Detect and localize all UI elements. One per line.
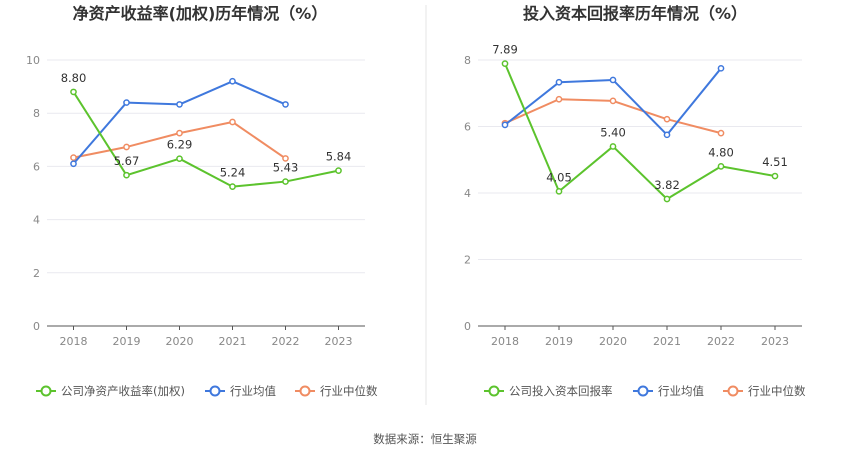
legend-item-industry-avg: 行业均值 [205, 384, 276, 398]
y-tick-label: 2 [464, 254, 471, 267]
legend-swatch-marker [40, 385, 52, 397]
data-point-industry-avg [229, 77, 236, 85]
data-point-industry-median [229, 118, 236, 126]
legend-item-industry-avg: 行业均值 [633, 384, 704, 398]
data-point-company [335, 167, 342, 175]
data-point-company [229, 183, 236, 190]
data-point-industry-median [176, 129, 183, 137]
data-point-industry-avg [555, 78, 563, 86]
x-tick-label: 2018 [491, 335, 519, 348]
data-point-industry-avg [717, 64, 725, 72]
x-tick-label: 2019 [113, 335, 141, 348]
legend-label: 行业中位数 [748, 384, 806, 398]
data-label: 3.82 [654, 178, 680, 192]
data-point-industry-median [663, 115, 671, 123]
data-point-industry-avg [501, 121, 509, 129]
chart-title: 净资产收益率(加权)历年情况（%） [73, 4, 328, 23]
x-tick-label: 2021 [219, 335, 247, 348]
series-line-company [504, 63, 776, 200]
data-point-industry-median [70, 154, 77, 161]
legend-item-company: 公司净资产收益率(加权) [36, 384, 185, 398]
legend-swatch-marker [727, 385, 739, 397]
legend-swatch-marker [299, 385, 311, 397]
data-label: 5.43 [273, 161, 299, 175]
data-point-industry-avg [609, 76, 617, 84]
legend-item-industry-median: 行业中位数 [295, 384, 378, 398]
x-tick-label: 2020 [166, 335, 194, 348]
data-point-industry-avg [70, 160, 77, 168]
data-point-company [663, 195, 671, 203]
data-point-industry-median [555, 95, 563, 103]
data-point-industry-median [123, 143, 130, 151]
y-tick-label: 6 [33, 160, 40, 173]
legend-swatch-marker [209, 385, 221, 397]
x-tick-label: 2022 [272, 335, 300, 348]
y-tick-label: 2 [33, 267, 40, 280]
legend-label: 行业均值 [658, 384, 704, 398]
chart-panel-2: 投入资本回报率历年情况（%） 0 2 4 6 8 2018 2019 2020 2021 2022 2… [464, 4, 806, 398]
x-tick-label: 2020 [599, 335, 627, 348]
data-point-industry-median [717, 129, 725, 137]
y-tick-label: 8 [33, 107, 40, 120]
source-note: 数据来源：恒生聚源 [373, 432, 477, 446]
y-tick-label: 8 [464, 54, 471, 67]
data-point-company [123, 171, 130, 179]
x-tick-label: 2019 [545, 335, 573, 348]
data-label: 4.80 [708, 145, 734, 159]
y-tick-label: 10 [26, 54, 40, 67]
x-tick-label: 2021 [653, 335, 681, 348]
data-point-company [501, 60, 509, 68]
x-tick-label: 2023 [325, 335, 353, 348]
y-tick-label: 0 [464, 320, 471, 333]
y-tick-label: 4 [464, 187, 471, 200]
data-point-company [282, 178, 289, 185]
data-point-industry-avg [282, 101, 289, 108]
data-point-company [771, 172, 779, 180]
data-label: 5.40 [600, 125, 626, 139]
y-tick-label: 0 [33, 320, 40, 333]
chart-title: 投入资本回报率历年情况（%） [523, 4, 747, 23]
data-label: 6.29 [167, 138, 193, 152]
legend-swatch-marker [637, 385, 649, 397]
data-point-company [70, 88, 77, 96]
legend-label: 公司投入资本回报率 [509, 384, 613, 398]
data-label: 4.51 [762, 155, 788, 169]
legend-label: 公司净资产收益率(加权) [61, 384, 185, 398]
y-tick-label: 6 [464, 121, 471, 134]
data-point-company [609, 143, 617, 150]
y-tick-label: 4 [33, 214, 40, 227]
data-label: 7.89 [492, 43, 518, 57]
legend-swatch-marker [488, 385, 500, 397]
data-point-industry-avg [176, 101, 183, 108]
legend-label: 行业均值 [230, 384, 276, 398]
x-tick-label: 2022 [707, 335, 735, 348]
data-point-industry-avg [663, 131, 671, 139]
chart-panel-1: 净资产收益率(加权)历年情况（%） 0 2 4 6 8 10 2018 2019 2020 2021… [26, 4, 378, 398]
data-label: 8.80 [61, 71, 87, 85]
data-label: 4.05 [546, 170, 572, 184]
series-line-company [72, 91, 339, 188]
legend-item-company: 公司投入资本回报率 [484, 384, 613, 398]
legend-label: 行业中位数 [320, 384, 378, 398]
data-point-company [717, 163, 725, 170]
data-point-industry-median [609, 97, 617, 105]
data-point-company [176, 155, 183, 163]
data-point-industry-avg [123, 99, 130, 106]
x-tick-label: 2018 [60, 335, 88, 348]
x-tick-label: 2023 [761, 335, 789, 348]
legend-item-industry-median: 行业中位数 [723, 384, 806, 398]
data-label: 5.84 [326, 150, 352, 164]
data-point-company [555, 187, 563, 195]
data-point-industry-median [282, 155, 289, 162]
data-label: 5.67 [114, 154, 140, 168]
data-label: 5.24 [220, 166, 246, 180]
